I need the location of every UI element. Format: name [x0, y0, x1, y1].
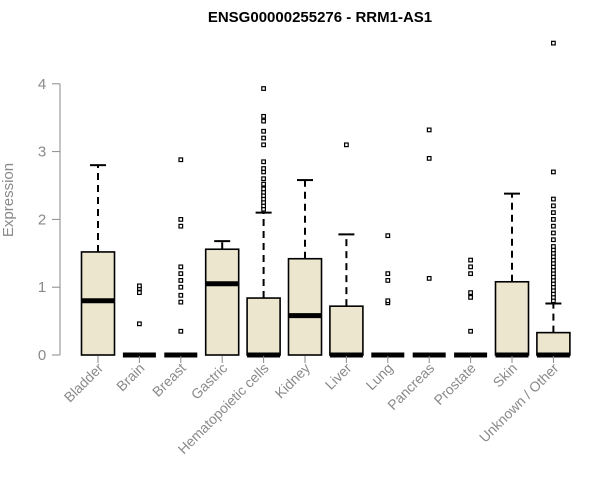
outlier-point — [550, 210, 556, 216]
x-tick-label: Prostate — [431, 360, 479, 408]
outlier-point — [137, 290, 142, 296]
outlier-point — [550, 40, 556, 46]
outlier-point — [178, 278, 184, 283]
box-prostate — [454, 257, 488, 358]
box-hematopoietic-cells — [246, 86, 281, 358]
outlier-point — [550, 203, 556, 209]
box-body — [80, 251, 116, 356]
outlier-point — [137, 321, 142, 327]
outlier-point — [468, 257, 473, 263]
box-liver — [329, 142, 364, 358]
box-body — [204, 248, 240, 356]
box-breast — [164, 157, 198, 358]
outlier-point — [550, 244, 556, 249]
outlier-point — [385, 233, 391, 239]
outlier-point — [550, 217, 556, 222]
outlier-point — [261, 86, 266, 91]
box-unknown-other — [536, 40, 571, 358]
box-body — [494, 280, 530, 356]
outlier-point — [385, 298, 391, 304]
outlier-point — [550, 169, 556, 175]
outlier-point — [550, 230, 556, 236]
y-axis: 0 1 2 3 4 — [38, 76, 61, 364]
outlier-point — [468, 328, 473, 334]
box-pancreas — [412, 127, 446, 358]
y-tick-label: 4 — [38, 76, 46, 93]
outlier-point — [261, 181, 266, 187]
box-body — [536, 331, 571, 356]
outlier-point — [550, 237, 556, 243]
outlier-point — [261, 159, 266, 165]
outlier-point — [385, 271, 391, 277]
box-body — [329, 305, 364, 356]
outlier-point — [468, 271, 473, 277]
outlier-point — [178, 217, 184, 222]
y-axis-label: Expression — [0, 163, 17, 237]
outlier-point — [468, 264, 473, 270]
box-gastric — [204, 240, 240, 356]
outlier-point — [426, 155, 432, 161]
x-tick-label: Breast — [149, 360, 189, 400]
outlier-point — [178, 157, 184, 163]
outlier-point — [261, 186, 266, 192]
box-body — [246, 297, 281, 356]
outlier-point — [426, 275, 432, 281]
chart-title: ENSG00000255276 - RRM1-AS1 — [208, 9, 432, 26]
box-body — [287, 257, 323, 356]
boxes-layer — [80, 40, 571, 358]
outlier-point — [261, 176, 266, 182]
x-tick-label: Skin — [490, 360, 521, 391]
x-tick-label: Unknown / Other — [476, 360, 562, 446]
outlier-point — [468, 290, 473, 296]
outlier-point — [426, 127, 432, 133]
y-tick-label: 0 — [38, 347, 46, 364]
box-bladder — [80, 164, 116, 356]
y-tick-label: 2 — [38, 211, 46, 228]
outlier-point — [178, 284, 184, 290]
outlier-point — [550, 196, 556, 202]
x-tick-label: Kidney — [272, 360, 314, 402]
outlier-point — [178, 264, 184, 270]
outlier-point — [344, 142, 349, 148]
outlier-point — [261, 113, 266, 119]
y-tick-label: 1 — [38, 279, 46, 296]
outlier-point — [178, 328, 184, 334]
x-tick-label: Bladder — [61, 360, 107, 406]
box-kidney — [287, 179, 323, 356]
x-tick-label: Lung — [363, 360, 396, 393]
outlier-point — [178, 223, 184, 229]
outlier-point — [468, 294, 473, 300]
box-skin — [494, 192, 530, 358]
box-lung — [371, 233, 405, 358]
box-brain — [122, 283, 156, 358]
outlier-point — [261, 135, 266, 141]
outlier-point — [261, 142, 266, 148]
y-tick-label: 3 — [38, 144, 46, 161]
x-tick-label: Liver — [322, 360, 355, 393]
outlier-point — [178, 299, 184, 305]
outlier-point — [261, 128, 266, 134]
x-tick-label: Brain — [113, 360, 147, 394]
outlier-point — [178, 271, 184, 277]
outlier-point — [261, 166, 266, 171]
outlier-point — [178, 292, 184, 298]
outlier-point — [385, 278, 391, 283]
outlier-point — [137, 283, 142, 289]
outlier-point — [261, 118, 266, 124]
outlier-point — [550, 223, 556, 229]
